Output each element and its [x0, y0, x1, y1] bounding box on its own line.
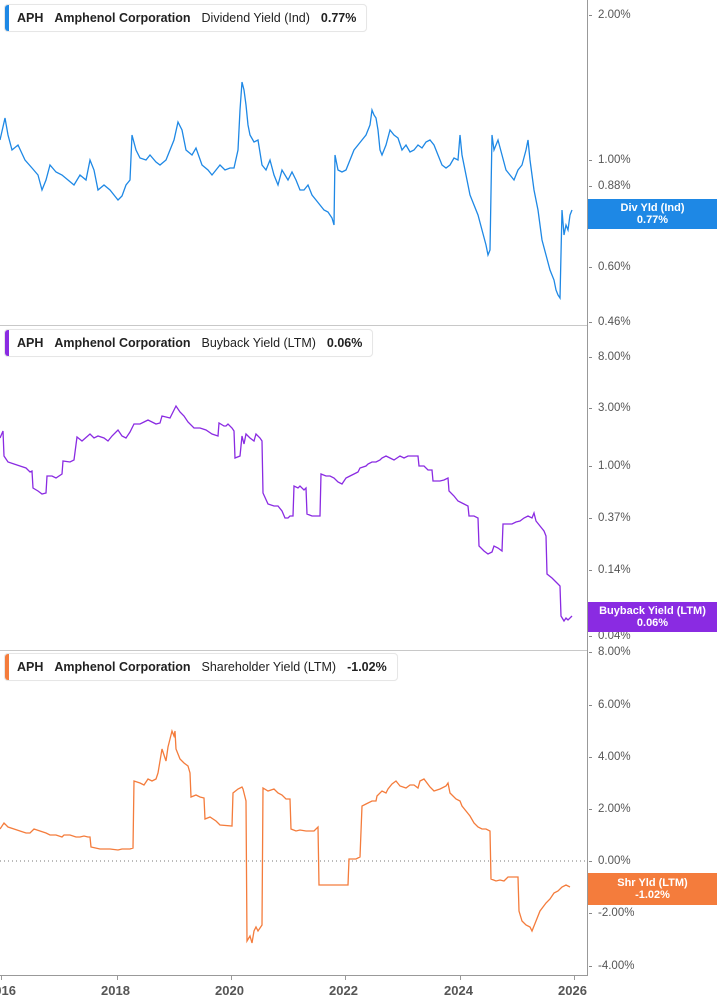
- x-tick: [1, 975, 2, 980]
- x-tick-label: 2024: [444, 983, 473, 998]
- y-tick-label: 0.04%: [589, 630, 631, 642]
- y-tick-label: 1.00%: [589, 460, 631, 472]
- legend-company: Amphenol Corporation: [54, 336, 191, 350]
- buyback-yield-legend[interactable]: APH Amphenol Corporation Buyback Yield (…: [4, 329, 374, 357]
- x-tick-label: 2016: [0, 983, 16, 998]
- flag-value: 0.06%: [636, 617, 669, 629]
- y-tick-label: 8.00%: [589, 646, 631, 658]
- y-tick-label: 0.88%: [589, 180, 631, 192]
- shareholder-yield-panel: APH Amphenol Corporation Shareholder Yie…: [0, 646, 717, 975]
- flag-label: Shr Yld (LTM): [617, 877, 688, 889]
- y-tick-label: 6.00%: [589, 699, 631, 711]
- series-color-swatch: [5, 5, 9, 31]
- flag-value: 0.77%: [636, 214, 669, 226]
- y-tick-label: -2.00%: [588, 907, 635, 919]
- flag-value: -1.02%: [635, 889, 670, 901]
- dividend-yield-value-flag: Div Yld (Ind) 0.77%: [588, 199, 717, 229]
- legend-metric: Dividend Yield (Ind): [201, 11, 310, 25]
- panel-divider: [0, 325, 587, 326]
- shareholder-yield-legend[interactable]: APH Amphenol Corporation Shareholder Yie…: [4, 653, 398, 681]
- x-tick-label: 2018: [101, 983, 130, 998]
- legend-metric: Shareholder Yield (LTM): [201, 660, 337, 674]
- y-tick-label: 0.60%: [589, 261, 631, 273]
- legend-metric: Buyback Yield (LTM): [201, 336, 316, 350]
- y-tick-label: 0.46%: [589, 316, 631, 328]
- x-tick-label: 2022: [329, 983, 358, 998]
- buyback-yield-value-flag: Buyback Yield (LTM) 0.06%: [588, 602, 717, 632]
- series-color-swatch: [5, 330, 9, 356]
- legend-company: Amphenol Corporation: [54, 660, 191, 674]
- x-tick: [460, 975, 461, 980]
- x-tick: [574, 975, 575, 980]
- y-tick-label: 2.00%: [589, 9, 631, 21]
- y-axis-line: [587, 0, 588, 975]
- dividend-yield-legend[interactable]: APH Amphenol Corporation Dividend Yield …: [4, 4, 368, 32]
- y-tick-label: -4.00%: [588, 960, 635, 972]
- x-tick-label: 2026: [558, 983, 587, 998]
- y-tick-label: 4.00%: [589, 751, 631, 763]
- buyback-yield-panel: APH Amphenol Corporation Buyback Yield (…: [0, 326, 717, 650]
- shareholder-yield-value-flag: Shr Yld (LTM) -1.02%: [588, 873, 717, 905]
- y-tick-label: 1.00%: [589, 154, 631, 166]
- x-axis-line: [0, 975, 588, 976]
- y-tick-label: 0.14%: [589, 564, 631, 576]
- legend-ticker: APH: [17, 336, 44, 350]
- flag-label: Buyback Yield (LTM): [599, 605, 706, 617]
- legend-value: 0.06%: [326, 336, 363, 350]
- dividend-yield-line: [0, 81, 573, 301]
- y-tick-label: 8.00%: [589, 351, 631, 363]
- legend-ticker: APH: [17, 11, 44, 25]
- x-tick: [231, 975, 232, 980]
- legend-value: 0.77%: [320, 11, 357, 25]
- y-tick-label: 0.00%: [589, 855, 631, 867]
- x-tick-label: 2020: [215, 983, 244, 998]
- series-color-swatch: [5, 654, 9, 680]
- buyback-yield-line: [0, 404, 573, 623]
- flag-label: Div Yld (Ind): [620, 202, 685, 214]
- x-tick: [345, 975, 346, 980]
- legend-company: Amphenol Corporation: [54, 11, 191, 25]
- y-tick-label: 3.00%: [589, 402, 631, 414]
- y-tick-label: 2.00%: [589, 803, 631, 815]
- panel-divider: [0, 650, 587, 651]
- legend-ticker: APH: [17, 660, 44, 674]
- dividend-yield-panel: APH Amphenol Corporation Dividend Yield …: [0, 0, 717, 328]
- y-tick-label: 0.37%: [589, 512, 631, 524]
- legend-value: -1.02%: [347, 660, 387, 674]
- shareholder-yield-line: [0, 728, 587, 944]
- x-tick: [117, 975, 118, 980]
